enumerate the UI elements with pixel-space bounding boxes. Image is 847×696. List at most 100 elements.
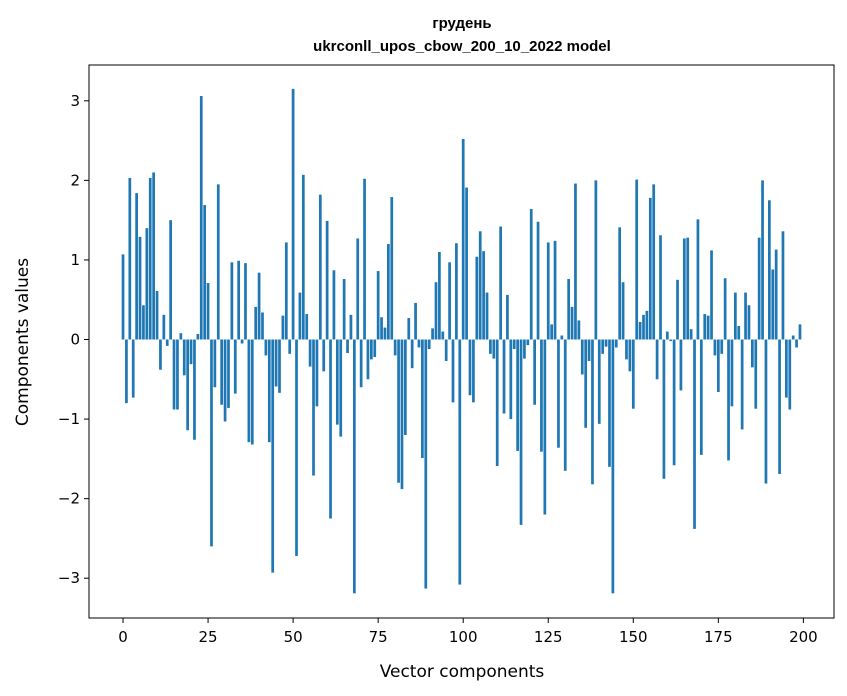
bar: [703, 314, 707, 340]
bar: [625, 339, 628, 360]
bar: [393, 339, 397, 356]
bar: [672, 339, 676, 466]
bar: [390, 197, 394, 340]
bar: [604, 339, 608, 347]
bar: [315, 339, 319, 407]
bar: [369, 339, 373, 360]
x-tick-label: 0: [118, 628, 128, 646]
bar: [686, 237, 690, 340]
bar: [138, 236, 142, 340]
bar: [795, 339, 798, 348]
bar: [785, 339, 788, 398]
bar: [455, 243, 458, 340]
y-tick-label: −3: [58, 569, 80, 587]
bar: [723, 278, 727, 340]
bar: [223, 339, 227, 422]
bar: [387, 244, 390, 340]
y-tick-label: 0: [70, 331, 80, 349]
bar: [128, 177, 132, 340]
bar: [662, 339, 666, 479]
bar: [472, 339, 475, 403]
bar: [645, 310, 649, 340]
bar: [155, 290, 159, 340]
bar: [196, 333, 200, 340]
bar: [148, 177, 152, 340]
bar: [448, 262, 451, 340]
bar: [781, 231, 785, 340]
bar: [798, 324, 802, 340]
bar: [125, 339, 128, 404]
bar: [244, 263, 247, 340]
bar: [502, 339, 506, 414]
bar: [380, 317, 383, 340]
bar: [597, 339, 601, 424]
bar: [424, 339, 428, 589]
bar: [363, 178, 366, 340]
bar: [543, 339, 547, 515]
bar: [165, 339, 169, 346]
bar: [145, 228, 149, 340]
bar: [638, 322, 642, 340]
bar: [444, 339, 448, 361]
bar: [142, 305, 145, 340]
bar: [438, 251, 441, 340]
bar: [621, 282, 625, 340]
bar: [431, 328, 434, 340]
bar: [335, 339, 339, 425]
bar: [526, 339, 530, 346]
bar: [308, 339, 312, 367]
bar: [220, 339, 224, 405]
bar: [771, 269, 775, 340]
bar: [499, 226, 502, 340]
bar: [349, 314, 353, 340]
bar: [271, 339, 275, 573]
bar: [594, 180, 598, 340]
bar: [652, 184, 656, 340]
bar: [563, 339, 567, 471]
bar: [706, 315, 710, 340]
x-tick-label: 25: [199, 628, 218, 646]
bars-group: [121, 88, 802, 594]
bar: [669, 339, 673, 342]
bar: [359, 339, 363, 388]
bar: [451, 339, 455, 403]
bar: [768, 200, 771, 340]
bar: [421, 339, 424, 459]
x-axis-ticks: 0 25 50 75 100 125 150 175 200: [118, 618, 818, 646]
bar: [210, 339, 213, 547]
x-tick-label: 200: [789, 628, 818, 646]
bar: [458, 339, 462, 585]
bar: [747, 305, 751, 340]
bar: [761, 180, 764, 340]
bar: [254, 306, 258, 340]
bar: [135, 193, 138, 340]
bar: [216, 184, 220, 340]
bar: [213, 339, 217, 388]
bar: [322, 339, 326, 372]
bar: [744, 292, 747, 340]
y-tick-label: −2: [58, 490, 80, 508]
bar: [305, 314, 309, 340]
bar: [288, 339, 292, 354]
bar: [774, 249, 778, 340]
bar: [417, 339, 421, 348]
bar: [584, 339, 588, 428]
bar: [250, 339, 254, 445]
bar: [247, 339, 251, 443]
y-tick-label: 3: [70, 92, 80, 110]
bar: [608, 339, 611, 467]
bar: [461, 139, 465, 340]
bar: [475, 256, 479, 340]
bar: [325, 220, 329, 340]
bar: [788, 339, 792, 410]
bar: [495, 339, 499, 467]
bar: [332, 270, 336, 340]
bar: [655, 339, 659, 380]
bar: [693, 339, 696, 529]
bar: [261, 312, 264, 340]
bar: [434, 282, 438, 340]
bar: [240, 339, 244, 344]
plot-area-frame: [88, 64, 835, 619]
bar: [611, 339, 615, 594]
